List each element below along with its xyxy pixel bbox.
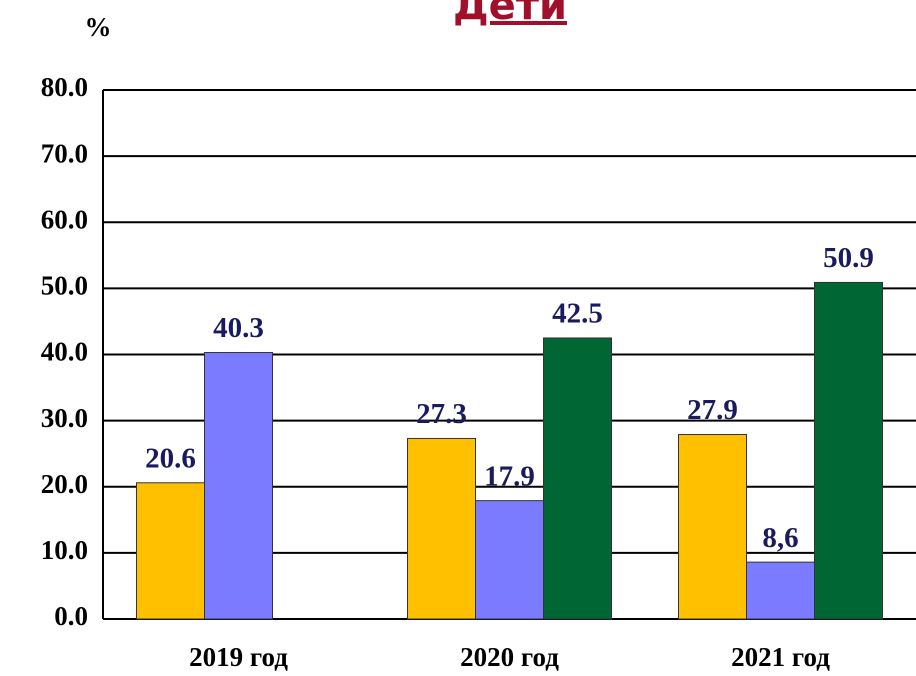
y-tick-label: 60.0 — [41, 204, 88, 234]
bar — [136, 482, 205, 620]
y-tick-label: 10.0 — [41, 535, 88, 565]
y-tick-label: 30.0 — [41, 403, 88, 433]
data-label: 40.3 — [213, 312, 264, 344]
x-tick-label: 2019 год — [189, 642, 288, 672]
bar — [678, 434, 747, 620]
chart-title: Дети — [453, 0, 567, 29]
data-label: 20.6 — [145, 442, 196, 474]
y-tick-label: 40.0 — [41, 337, 88, 367]
data-label: 27.3 — [416, 398, 467, 430]
y-tick-label: 20.0 — [41, 469, 88, 499]
data-label: 27.9 — [687, 394, 738, 426]
x-tick-label: 2020 год — [460, 642, 559, 672]
data-label: 8,6 — [762, 522, 798, 554]
data-label: 50.9 — [823, 242, 874, 274]
bar — [543, 337, 612, 620]
data-label: 42.5 — [552, 298, 603, 330]
y-tick-label: 50.0 — [41, 271, 88, 301]
bar — [746, 561, 815, 620]
x-tick-label: 2021 год — [731, 642, 830, 672]
y-tick-label: 70.0 — [41, 138, 88, 168]
bar — [204, 352, 273, 620]
bar — [407, 437, 476, 620]
bar — [475, 500, 544, 620]
y-tick-label: 80.0 — [41, 72, 88, 102]
bar — [814, 281, 883, 620]
y-axis-label: % — [85, 12, 112, 42]
y-tick-label: 0.0 — [54, 601, 88, 631]
data-label: 17.9 — [484, 460, 535, 492]
